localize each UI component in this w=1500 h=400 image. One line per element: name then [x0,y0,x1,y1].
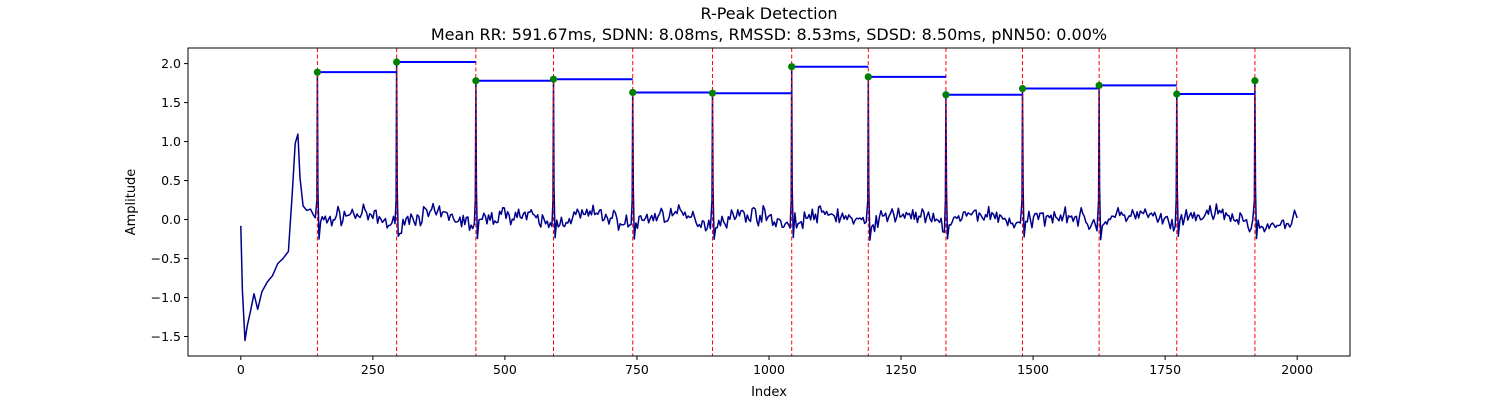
y-tick-label: 2.0 [161,56,181,71]
chart-title: R-Peak Detection [700,4,837,23]
x-tick-label: 1500 [1017,362,1049,377]
y-tick-label: 1.0 [161,134,181,149]
peak-marker [1251,77,1259,85]
x-tick-label: 2000 [1281,362,1313,377]
y-tick-label: 0.0 [161,212,181,227]
peak-marker [313,68,322,76]
peak-marker [708,89,717,97]
peak-marker [393,58,401,66]
x-tick-label: 1000 [753,362,785,377]
x-tick-label: 1250 [885,362,917,377]
x-tick-label: 0 [237,362,245,377]
peak-marker [629,88,637,97]
peak-marker [472,77,480,85]
y-tick-label: −1.5 [151,329,181,344]
x-tick-label: 500 [493,362,517,377]
ecg-signal-line [240,61,1298,342]
x-tick-label: 750 [625,362,649,377]
peak-marker [1018,84,1027,93]
y-tick-label: −1.0 [151,290,181,305]
ticks-layer: 0 250 500 750 1000 1250 1500 1750 2000 −1.5 −1.0 −0… [151,56,1313,377]
y-tick-label: 0.5 [161,173,181,188]
peak-marker [1173,90,1181,98]
peak-marker [942,91,950,99]
y-tick-label: −0.5 [151,251,181,266]
x-axis-label: Index [751,385,787,400]
chart-subtitle: Mean RR: 591.67ms, SDNN: 8.08ms, RMSSD: … [431,25,1107,44]
plot-frame [187,47,1351,357]
y-tick-label: 1.5 [161,95,181,110]
peak-marker [549,75,558,83]
y-axis-label: Amplitude [124,169,139,236]
peak-marker [788,63,796,71]
peak-marker [864,73,872,81]
plot-layer [240,48,1298,356]
peak-marker [1095,81,1103,90]
x-tick-label: 1750 [1149,362,1181,377]
x-tick-label: 250 [361,362,385,377]
